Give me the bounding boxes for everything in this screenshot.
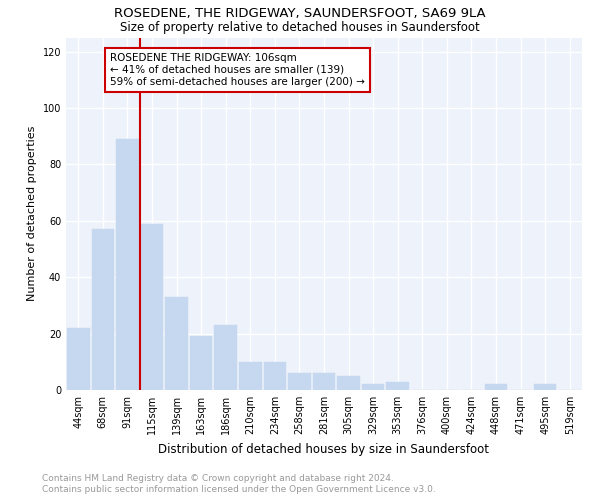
Bar (288, 373, 311, 390)
Bar (140, 224, 163, 390)
Text: Size of property relative to detached houses in Saundersfoot: Size of property relative to detached ho… (120, 21, 480, 34)
Text: Contains HM Land Registry data © Crown copyright and database right 2024.
Contai: Contains HM Land Registry data © Crown c… (42, 474, 436, 494)
Bar (67, 328, 89, 390)
Text: ROSEDENE THE RIDGEWAY: 106sqm
← 41% of detached houses are smaller (139)
59% of : ROSEDENE THE RIDGEWAY: 106sqm ← 41% of d… (110, 54, 365, 86)
Text: ROSEDENE, THE RIDGEWAY, SAUNDERSFOOT, SA69 9LA: ROSEDENE, THE RIDGEWAY, SAUNDERSFOOT, SA… (114, 8, 486, 20)
Bar (534, 384, 556, 390)
Bar (362, 384, 385, 390)
Bar (239, 362, 262, 390)
Bar (92, 230, 114, 390)
Bar (214, 325, 237, 390)
Bar (337, 376, 360, 390)
Bar (313, 373, 335, 390)
X-axis label: Distribution of detached houses by size in Saundersfoot: Distribution of detached houses by size … (158, 442, 490, 456)
Bar (116, 139, 139, 390)
Y-axis label: Number of detached properties: Number of detached properties (27, 126, 37, 302)
Bar (190, 336, 212, 390)
Bar (263, 362, 286, 390)
Bar (386, 382, 409, 390)
Bar (485, 384, 508, 390)
Bar (165, 297, 188, 390)
